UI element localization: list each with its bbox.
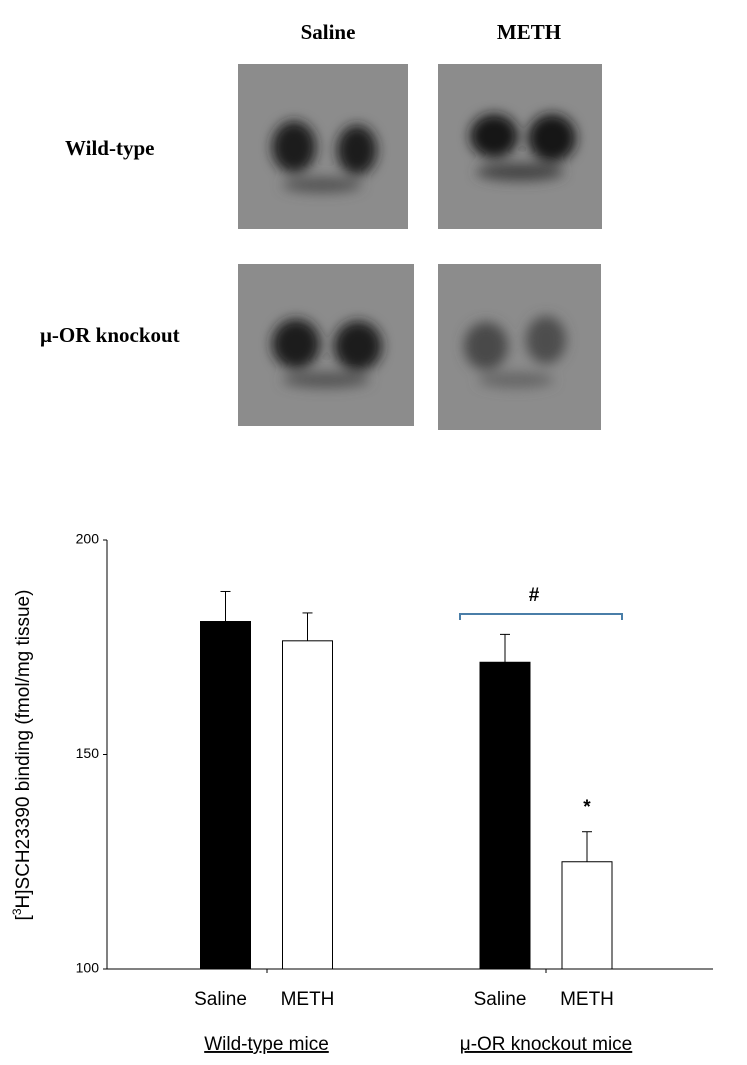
row-label: Wild-type	[65, 136, 154, 160]
autoradiograph	[238, 64, 408, 229]
y-label-part: 3	[10, 908, 24, 915]
y-label-part: [	[13, 914, 34, 920]
category-label: Wild-type mice	[204, 1034, 329, 1055]
autoradiograph	[438, 264, 601, 430]
column-label: METH	[497, 20, 561, 44]
annotation: #	[529, 585, 540, 606]
bar	[561, 861, 613, 970]
category-label: μ-OR knockout mice	[460, 1034, 633, 1055]
autoradiograph	[438, 64, 602, 229]
y-axis-label: [3H]SCH23390 binding (fmol/mg tissue)	[10, 590, 34, 921]
column-label: Saline	[301, 20, 356, 44]
bar-label: Saline	[194, 989, 247, 1010]
bar-label: METH	[560, 989, 614, 1010]
y-tick-label: 150	[76, 745, 100, 761]
bar	[282, 640, 333, 970]
y-tick-label: 100	[76, 960, 100, 976]
autoradiograph	[238, 264, 414, 426]
row-label: μ-OR knockout	[40, 323, 180, 347]
y-label-part: H]SCH23390 binding (fmol/mg tissue)	[13, 590, 34, 909]
annotation: *	[583, 797, 591, 818]
y-tick-label: 200	[76, 531, 100, 547]
bar-label: Saline	[474, 989, 527, 1010]
bar-label: METH	[281, 989, 335, 1010]
bar	[479, 661, 531, 970]
significance-bracket	[459, 613, 623, 620]
bar	[200, 621, 251, 970]
